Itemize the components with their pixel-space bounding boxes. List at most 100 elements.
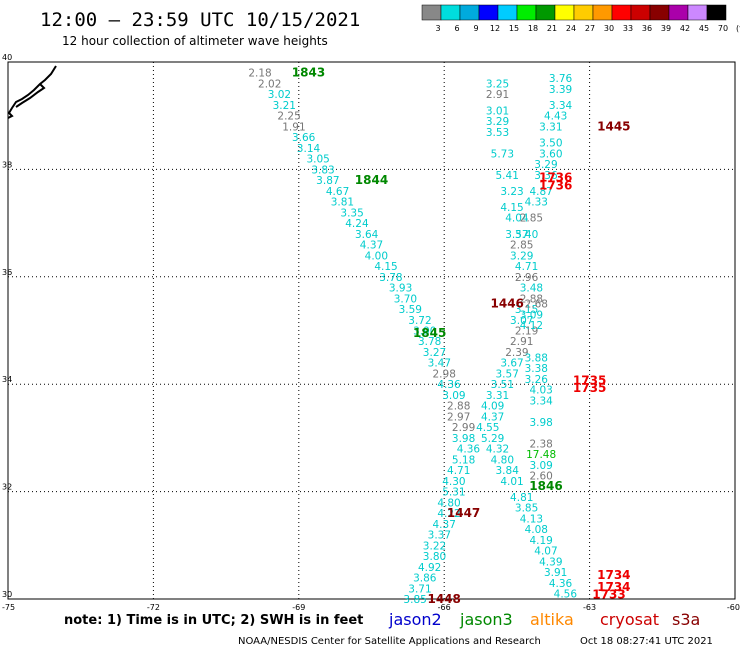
wave-height-value: 3.51 (491, 379, 514, 391)
wave-height-value: 4.24 (345, 218, 369, 230)
wave-height-value: 3.40 (515, 229, 538, 241)
wave-height-value: 3.71 (408, 583, 431, 595)
wave-height-value: 3.29 (510, 250, 533, 262)
wave-height-value: 4.71 (447, 465, 470, 477)
wave-height-value: 2.18 (248, 68, 271, 80)
wave-height-value: 3.78 (379, 272, 402, 284)
wave-height-value: 3.70 (394, 293, 417, 305)
wave-height-value: 2.19 (515, 326, 538, 338)
wave-height-value: 4.12 (520, 320, 543, 332)
wave-height-value: 2.85 (510, 240, 533, 252)
wave-height-value: 4.37 (360, 240, 383, 252)
pass-time-label: 1734 (597, 580, 630, 594)
wave-height-value: 3.85 (403, 594, 426, 606)
axis-ticks: -75 -72 -69 -66 -63 -60 30 32 34 36 38 40 (2, 53, 740, 612)
scale-swatch (478, 4, 499, 21)
wave-height-value: 3.60 (539, 148, 562, 160)
wave-height-value: 4.71 (515, 261, 538, 273)
scale-label: 30 (604, 24, 614, 33)
wave-height-value: 3.34 (549, 100, 573, 112)
wave-height-value: 3.31 (539, 121, 562, 133)
pass-time-labels: 1843 1844 1845 1846 1445 1446 1447 1448 17361736… (292, 66, 631, 606)
wave-height-value: 4.56 (554, 589, 578, 601)
pass-time-label: 1843 (292, 66, 325, 80)
pass-time-label: 1445 (597, 119, 630, 133)
scale-swatch (516, 4, 537, 21)
wave-height-value: 3.50 (539, 138, 562, 150)
scale-swatch (592, 4, 613, 21)
wave-height-value: 3.53 (486, 127, 509, 139)
wave-height-value: 3.48 (520, 283, 543, 295)
wave-height-value: 4.30 (442, 476, 465, 488)
wave-height-value: 3.98 (452, 433, 475, 445)
wave-height-value: 3.09 (442, 390, 465, 402)
wave-height-value: 3.87 (316, 175, 339, 187)
scale-label: 70 (718, 24, 728, 33)
wave-height-value: 3.64 (355, 229, 379, 241)
wave-height-value: 3.23 (500, 186, 523, 198)
wave-height-value: 4.15 (500, 202, 523, 214)
wave-height-value: 5.31 (442, 487, 465, 499)
pass-time-label: 1447 (447, 506, 480, 520)
wave-height-value: 4.55 (476, 422, 499, 434)
wave-height-value: 3.72 (408, 315, 431, 327)
scale-label: 15 (509, 24, 519, 33)
wave-height-value: 3.90 (413, 326, 436, 338)
scale-swatch (706, 4, 727, 21)
wave-height-value: 3.02 (268, 89, 291, 101)
wave-height-value: 2.91 (486, 89, 509, 101)
scale-label: 39 (661, 24, 671, 33)
wave-height-value: 3.01 (486, 105, 509, 117)
scale-label: (ft) (736, 24, 740, 33)
wave-height-value: 4.87 (529, 186, 552, 198)
wave-height-value: 2.91 (510, 336, 533, 348)
wave-height-value: 3.25 (486, 78, 509, 90)
satellite-legend: jason2 jason3 altika cryosat s3a (388, 610, 700, 629)
wave-height-points: 2.182.023.023.212.251.913.663.143.053.83… (248, 68, 577, 606)
scale-label: 6 (454, 24, 459, 33)
scale-label: 36 (642, 24, 652, 33)
wave-height-value: 3.91 (544, 567, 567, 579)
x-tick-label: -60 (727, 603, 740, 612)
wave-height-value: 2.98 (433, 368, 456, 380)
wave-height-value: 4.33 (525, 197, 548, 209)
footer-credit: NOAA/NESDIS Center for Satellite Applica… (238, 636, 541, 647)
scale-swatch (668, 4, 689, 21)
pass-time-label: 1735 (573, 381, 606, 395)
wave-height-value: 2.38 (529, 438, 552, 450)
chart-title: 12:00 — 23:59 UTC 10/15/2021 (40, 9, 360, 31)
scale-label: 42 (680, 24, 690, 33)
scale-label: 45 (699, 24, 709, 33)
wave-height-value: 4.92 (418, 562, 441, 574)
wave-height-value: 3.07 (510, 315, 533, 327)
wave-height-value: 3.85 (515, 503, 538, 515)
wave-height-value: 4.09 (481, 401, 504, 413)
scale-swatch (649, 4, 670, 21)
wave-height-value: 4.03 (529, 385, 552, 397)
wave-height-value: 3.67 (500, 358, 523, 370)
x-tick-label: -75 (2, 603, 15, 612)
y-tick-label: 32 (2, 483, 12, 492)
wave-height-value: 4.13 (520, 513, 543, 525)
satellite-legend-altika: altika (530, 610, 574, 629)
y-tick-label: 38 (2, 160, 12, 169)
wave-height-value: 3.81 (331, 197, 354, 209)
wave-height-value: 4.80 (491, 454, 514, 466)
wave-height-value: 3.93 (389, 283, 412, 295)
scale-label: 27 (585, 24, 595, 33)
wave-height-value: 4.00 (365, 250, 388, 262)
wave-height-value: 4.22 (437, 508, 460, 520)
scale-swatch (421, 4, 442, 21)
pass-time-label: 1733 (592, 588, 625, 602)
wave-height-value: 3.80 (423, 551, 446, 563)
wave-height-value: 4.43 (544, 111, 567, 123)
pass-time-label: 1846 (529, 479, 562, 493)
x-tick-label: -66 (438, 603, 451, 612)
scale-label: 33 (623, 24, 633, 33)
wave-height-value: 3.38 (525, 363, 548, 375)
satellite-legend-s3a: s3a (672, 610, 700, 629)
wave-height-value: 2.97 (447, 411, 470, 423)
scale-swatch (611, 4, 632, 21)
wave-height-value: 3.21 (273, 100, 296, 112)
